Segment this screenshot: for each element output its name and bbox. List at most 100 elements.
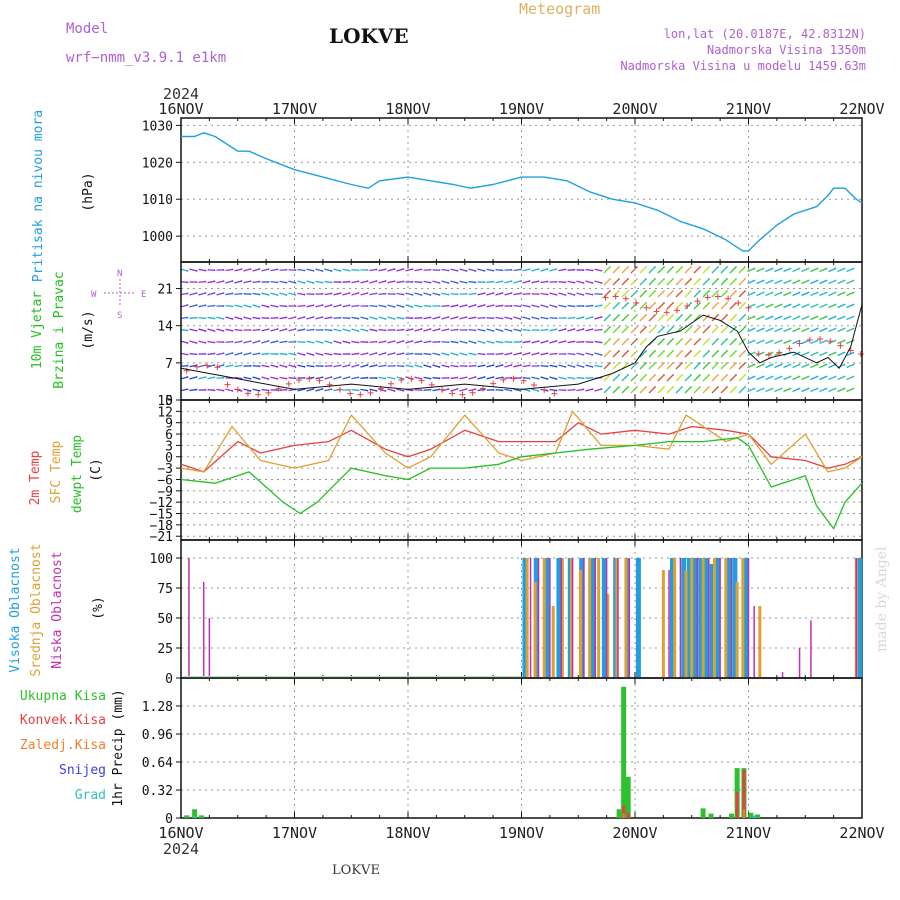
wind-arrow — [495, 316, 503, 320]
wind-arrow — [738, 362, 746, 370]
wind-arrow-head — [852, 363, 855, 366]
wind-arrow-head — [258, 378, 261, 380]
wind-arrow-head — [564, 316, 567, 319]
wind-arrow — [567, 364, 575, 368]
wind-arrow — [765, 375, 773, 381]
wind-arrow-head — [312, 365, 315, 368]
wind-arrow — [693, 266, 701, 274]
wind-arrow — [621, 374, 629, 382]
wind-arrow-head — [420, 268, 423, 271]
altitude-text: Nadmorska Visina 1350m — [707, 43, 866, 57]
wind-arrow — [783, 387, 791, 393]
wind-arrow-head — [357, 364, 360, 366]
wind-arrow-head — [789, 267, 792, 270]
wind-arrow-head — [375, 340, 378, 343]
wind-arrow-head — [663, 386, 665, 388]
wind-arrow — [765, 339, 773, 345]
y-tick-label: −6 — [157, 473, 173, 488]
wind-arrow-head — [618, 266, 620, 268]
compass-west: W — [91, 290, 97, 300]
wind-arrow-head — [429, 268, 432, 271]
wind-arrow-head — [429, 353, 432, 356]
wind-arrow-head — [663, 266, 665, 268]
wind-arrow — [423, 304, 431, 308]
wind-arrow-head — [636, 290, 638, 292]
wind-arrow-head — [852, 291, 855, 294]
wind-arrow — [639, 326, 647, 334]
wind-arrow-head — [654, 266, 656, 268]
wind-arrow-head — [204, 269, 207, 272]
wind-arrow-head — [510, 330, 513, 332]
wind-arrow-head — [699, 338, 701, 340]
wind-arrow — [756, 339, 764, 345]
wind-arrow-head — [348, 389, 351, 391]
wind-arrow — [504, 377, 512, 379]
wind-arrow-head — [393, 329, 396, 331]
wind-arrow — [567, 304, 575, 308]
wind-arrow — [378, 268, 386, 272]
wind-arrow-head — [780, 279, 783, 282]
wind-arrow-head — [600, 341, 603, 344]
wind-arrow — [666, 266, 674, 274]
wind-arrow — [252, 316, 260, 320]
wind-arrow — [369, 352, 377, 356]
wind-arrow-head — [843, 267, 846, 270]
wind-arrow-head — [636, 314, 638, 316]
legend-total: Ukupna Kisa — [20, 689, 106, 704]
wind-arrow — [189, 353, 197, 355]
wind-arrow — [333, 364, 341, 368]
wind-arrow-head — [429, 305, 432, 308]
wind-arrow — [351, 269, 359, 271]
wind-arrow — [801, 363, 809, 369]
wind-arrow-head — [213, 280, 216, 283]
wind-arrow — [270, 304, 278, 308]
wind-arrow — [720, 278, 728, 286]
wind-arrow-head — [762, 351, 765, 354]
wind-arrow — [846, 279, 854, 285]
wind-arrow-head — [384, 329, 387, 332]
gust-marker — [296, 377, 303, 384]
wind-arrow-head — [303, 304, 306, 307]
wind-arrow — [342, 328, 350, 332]
wind-arrow-head — [690, 326, 692, 328]
wind-arrow-head — [654, 350, 656, 352]
wind-arrow — [783, 279, 791, 285]
hail-bar — [193, 816, 197, 818]
wind-arrow — [810, 327, 818, 333]
wind-arrow — [261, 304, 269, 308]
wind-arrow — [198, 340, 206, 344]
wind-arrow-head — [564, 305, 567, 308]
time-label-top: 20NOV — [612, 100, 657, 118]
wind-arrow-head — [627, 326, 629, 328]
wind-arrow-head — [645, 374, 647, 376]
wind-arrow-head — [510, 269, 513, 271]
wind-arrow-head — [726, 338, 728, 340]
wind-arrow — [531, 304, 539, 308]
wind-arrow — [333, 268, 341, 272]
wind-arrow-head — [267, 281, 270, 283]
wind-arrow-head — [537, 352, 540, 354]
wind-arrow-head — [555, 328, 558, 331]
wind-arrow — [270, 268, 278, 272]
wind-arrow-head — [510, 317, 513, 320]
wind-arrow-head — [600, 282, 603, 284]
wind-arrow — [504, 316, 512, 320]
wind-arrow — [324, 292, 332, 296]
wind-arrow — [513, 292, 521, 296]
wind-arrow-head — [393, 317, 396, 320]
wind-arrow-head — [726, 374, 728, 376]
wind-arrow — [603, 362, 611, 370]
wind-arrow — [549, 304, 557, 308]
wind-arrow-head — [492, 269, 495, 272]
wind-arrow — [702, 362, 710, 370]
wind-arrow — [738, 266, 746, 274]
wind-arrow-head — [438, 366, 441, 368]
wind-arrow — [612, 302, 620, 310]
wind-arrow-head — [672, 374, 674, 376]
wind-arrow-head — [195, 269, 198, 272]
wind-arrow-head — [744, 290, 746, 292]
wind-arrow-head — [330, 353, 333, 356]
wind-arrow — [648, 302, 656, 310]
wind-arrow — [603, 374, 611, 382]
wind-arrow — [765, 315, 773, 321]
